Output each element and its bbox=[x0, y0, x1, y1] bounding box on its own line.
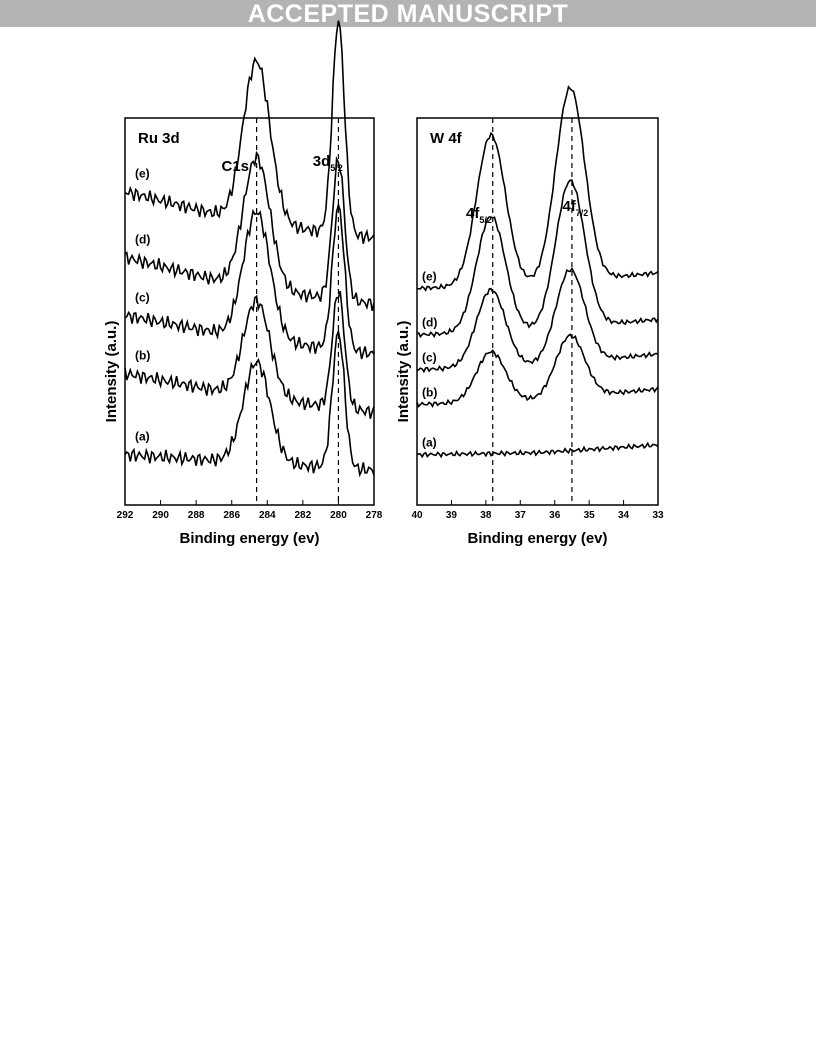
x-tick-label: 282 bbox=[295, 510, 312, 521]
y-axis-label: Intensity (a.u.) bbox=[395, 321, 412, 423]
spectrum-line bbox=[416, 266, 659, 374]
spectrum-line bbox=[124, 290, 375, 419]
x-tick-label: 280 bbox=[330, 510, 347, 521]
spectrum-line bbox=[124, 150, 375, 311]
spectrum-line bbox=[416, 85, 659, 292]
x-axis-label: Binding energy (ev) bbox=[467, 530, 607, 547]
series-label: (e) bbox=[422, 269, 437, 283]
spectrum-line bbox=[416, 441, 659, 459]
series-label: (c) bbox=[422, 351, 437, 365]
x-axis-label: Binding energy (ev) bbox=[179, 530, 319, 547]
series-label: (d) bbox=[135, 232, 150, 246]
series-label: (c) bbox=[135, 290, 150, 304]
series-label: (b) bbox=[422, 385, 437, 399]
series-label: (d) bbox=[422, 316, 437, 330]
x-tick-label: 284 bbox=[259, 510, 276, 521]
series-label: (a) bbox=[135, 430, 150, 444]
x-tick-label: 292 bbox=[117, 510, 134, 521]
x-tick-label: 38 bbox=[480, 510, 492, 521]
x-tick-label: 35 bbox=[584, 510, 596, 521]
series-label: (e) bbox=[135, 167, 150, 181]
series-label: (b) bbox=[135, 348, 150, 362]
x-tick-label: 39 bbox=[446, 510, 458, 521]
ru-3d-panel: 292 290 288 286 284 282 280 278 Binding energy (… bbox=[103, 20, 383, 547]
accepted-manuscript-banner: ACCEPTED MANUSCRIPT bbox=[0, 0, 816, 28]
x-tick-label: 278 bbox=[366, 510, 383, 521]
series-label: (a) bbox=[422, 436, 437, 450]
panel-title: W 4f bbox=[430, 130, 463, 147]
spectrum-line bbox=[416, 333, 659, 409]
panel-title: Ru 3d bbox=[138, 130, 180, 147]
x-tick-label: 288 bbox=[188, 510, 205, 521]
plot-frame bbox=[416, 117, 659, 506]
spectrum-line bbox=[124, 328, 375, 478]
x-tick-label: 37 bbox=[515, 510, 527, 521]
w-4f-panel: 40 39 38 37 36 35 34 33 Binding energy (ev) Inten… bbox=[395, 85, 664, 547]
x-tick-label: 286 bbox=[223, 510, 240, 521]
spectrum-line bbox=[124, 201, 375, 360]
plot-frame bbox=[124, 117, 375, 506]
y-axis-label: Intensity (a.u.) bbox=[103, 321, 120, 423]
x-tick-label: 34 bbox=[618, 510, 630, 521]
x-tick-label: 36 bbox=[549, 510, 561, 521]
spectrum-line bbox=[124, 20, 375, 244]
x-tick-label: 40 bbox=[411, 510, 423, 521]
x-tick-label: 290 bbox=[152, 510, 169, 521]
spectrum-line bbox=[416, 179, 659, 339]
peak-label: 4f5/2 bbox=[466, 205, 492, 225]
peak-label: 4f7/2 bbox=[562, 198, 588, 218]
x-tick-label: 33 bbox=[652, 510, 664, 521]
